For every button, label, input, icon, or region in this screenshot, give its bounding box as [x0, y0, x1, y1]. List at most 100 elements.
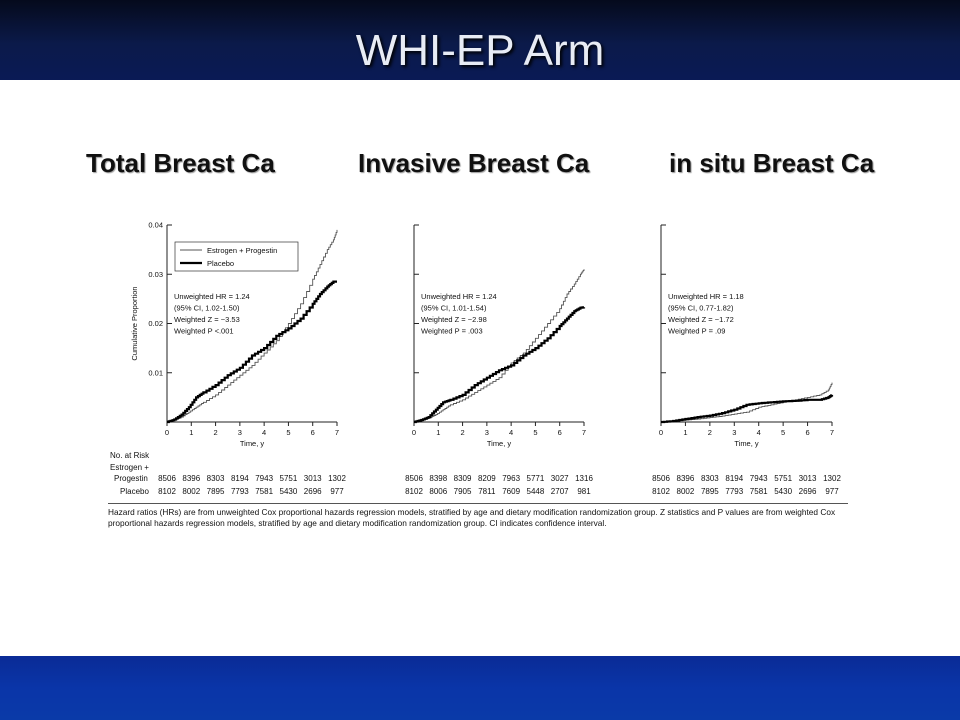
- stats-annotation-line: Weighted Z = −1.72: [668, 315, 734, 324]
- stats-annotation-line: (95% CI, 0.77-1.82): [668, 304, 734, 313]
- risk-cell-ep: 3013: [303, 474, 322, 483]
- risk-cell-placebo: 8006: [429, 487, 448, 496]
- title-bar: [0, 0, 960, 80]
- risk-group1-line1: Estrogen +: [110, 463, 149, 472]
- placebo-series-line: [661, 394, 834, 424]
- risk-cell-ep: 1316: [575, 474, 593, 483]
- x-axis-label: Time, y: [487, 439, 512, 448]
- y-tick-label: 0.01: [148, 368, 163, 377]
- risk-cell-placebo: 2696: [798, 487, 817, 496]
- caption: Hazard ratios (HRs) are from unweighted …: [108, 507, 836, 528]
- risk-cell-ep: 8194: [230, 474, 249, 483]
- risk-cell-ep: 5751: [774, 474, 793, 483]
- risk-cell-placebo: 7895: [700, 487, 719, 496]
- risk-cell-placebo: 7895: [206, 487, 225, 496]
- heading-invasive: Invasive Breast Ca: [358, 148, 590, 178]
- risk-cell-ep: 8506: [405, 474, 423, 483]
- slide-title: WHI-EP Arm: [355, 26, 605, 75]
- stats-annotation-line: Weighted P = .003: [421, 327, 483, 336]
- stats-annotation-line: Weighted P = .09: [668, 327, 725, 336]
- x-tick-label: 4: [262, 428, 266, 437]
- risk-group1-line2: Progestin: [114, 474, 148, 483]
- risk-cell-ep: 8398: [429, 474, 448, 483]
- stats-annotation-line: Unweighted HR = 1.24: [421, 292, 497, 301]
- x-tick-label: 7: [335, 428, 339, 437]
- stats-annotation-line: Unweighted HR = 1.24: [174, 292, 250, 301]
- placebo-series-line: [167, 280, 337, 424]
- legend-box: [174, 241, 299, 272]
- risk-cell-placebo: 977: [330, 487, 344, 496]
- risk-cell-ep: 1302: [823, 474, 841, 483]
- risk-cell-placebo: 977: [825, 487, 839, 496]
- risk-cell-placebo: 7793: [230, 487, 249, 496]
- risk-cell-placebo: 2707: [550, 487, 569, 496]
- y-tick-label: 0.02: [148, 319, 163, 328]
- y-tick-label: 0.03: [148, 270, 163, 279]
- risk-cell-placebo: 7793: [725, 487, 744, 496]
- risk-cell-placebo: 7811: [478, 487, 496, 496]
- risk-cell-ep: 8303: [700, 474, 719, 483]
- stats-annotation-line: Weighted Z = −3.53: [174, 315, 240, 324]
- x-tick-label: 3: [238, 428, 242, 437]
- caption-rule: [108, 503, 848, 504]
- y-tick-label: 0.04: [148, 221, 163, 230]
- risk-cell-ep: 7943: [749, 474, 768, 483]
- x-tick-label: 6: [558, 428, 562, 437]
- legend-placebo-label: Placebo: [207, 259, 234, 268]
- x-tick-label: 4: [509, 428, 513, 437]
- risk-cell-ep: 8396: [182, 474, 201, 483]
- x-tick-label: 7: [582, 428, 586, 437]
- stats-annotation-line: Weighted P <.001: [174, 327, 234, 336]
- ep-series-line: [661, 382, 833, 423]
- x-tick-label: 7: [830, 428, 834, 437]
- y-axis-label: Cumulative Proportion: [130, 286, 139, 360]
- risk-cell-placebo: 8002: [182, 487, 201, 496]
- km-charts-svg: 0.01 0.02 0.03 0.04 0 1 2 3 4 5 6 7 Time, y Cumulativ…: [130, 221, 834, 449]
- stats-annotation-line: (95% CI, 1.02-1.50): [174, 304, 240, 313]
- risk-group2: Placebo: [120, 487, 149, 496]
- risk-cell-ep: 7943: [255, 474, 274, 483]
- x-tick-label: 5: [286, 428, 290, 437]
- ep-series-line: [167, 229, 338, 423]
- x-tick-label: 1: [683, 428, 687, 437]
- risk-cell-placebo: 5430: [279, 487, 298, 496]
- risk-cell-placebo: 7581: [255, 487, 274, 496]
- risk-cell-ep: 3027: [550, 474, 569, 483]
- footer-bar: [0, 656, 960, 720]
- stats-annotation-line: (95% CI, 1.01-1.54): [421, 304, 487, 313]
- risk-cell-placebo: 5448: [526, 487, 545, 496]
- x-tick-label: 0: [659, 428, 663, 437]
- risk-cell-ep: 1302: [328, 474, 346, 483]
- risk-cell-placebo: 2696: [303, 487, 322, 496]
- placebo-series-line: [414, 306, 586, 424]
- x-tick-label: 2: [460, 428, 464, 437]
- risk-cell-ep: 8396: [676, 474, 695, 483]
- x-tick-label: 1: [436, 428, 440, 437]
- x-axis-label: Time, y: [240, 439, 265, 448]
- risk-cell-placebo: 8102: [405, 487, 423, 496]
- x-tick-label: 5: [533, 428, 537, 437]
- risk-cell-ep: 8506: [158, 474, 176, 483]
- risk-cell-ep: 8309: [453, 474, 472, 483]
- risk-cell-placebo: 7905: [453, 487, 472, 496]
- legend-ep-label: Estrogen + Progestin: [207, 246, 277, 255]
- x-tick-label: 6: [805, 428, 809, 437]
- risk-cell-placebo: 7581: [749, 487, 768, 496]
- stats-annotation-line: Unweighted HR = 1.18: [668, 292, 744, 301]
- stats-annotation-line: Weighted Z = −2.98: [421, 315, 487, 324]
- risk-cell-placebo: 981: [577, 487, 591, 496]
- heading-in-situ: in situ Breast Ca: [669, 148, 875, 178]
- x-tick-label: 2: [708, 428, 712, 437]
- risk-cell-ep: 8506: [652, 474, 670, 483]
- risk-cell-placebo: 7609: [502, 487, 521, 496]
- risk-cell-ep: 5771: [526, 474, 545, 483]
- x-tick-label: 3: [485, 428, 489, 437]
- x-tick-label: 6: [311, 428, 315, 437]
- x-tick-label: 0: [165, 428, 169, 437]
- risk-cell-ep: 8194: [725, 474, 744, 483]
- km-figure: 0.01 0.02 0.03 0.04 0 1 2 3 4 5 6 7 Time, y Cumulativ…: [0, 200, 960, 540]
- x-axis-label: Time, y: [734, 439, 759, 448]
- risk-cell-ep: 7963: [502, 474, 521, 483]
- risk-cell-ep: 8303: [206, 474, 225, 483]
- x-tick-label: 0: [412, 428, 416, 437]
